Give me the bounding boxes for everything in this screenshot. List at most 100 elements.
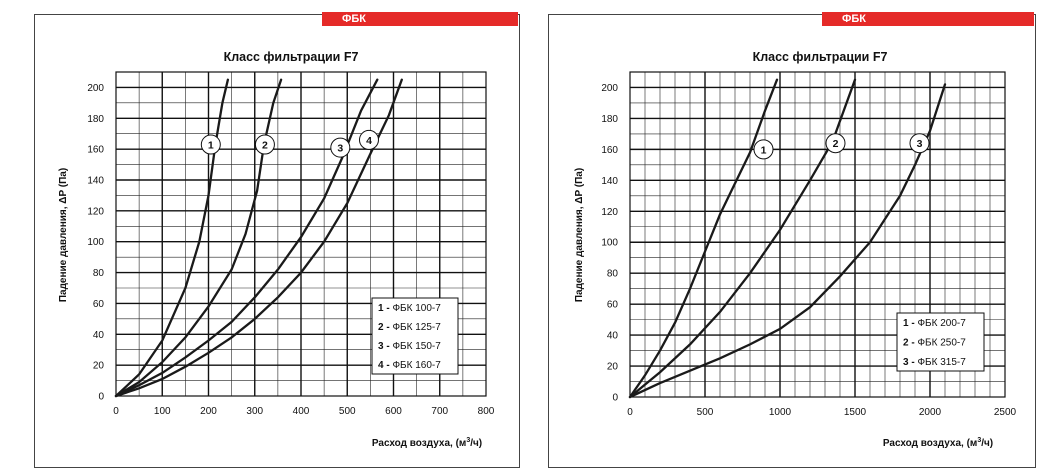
- legend-name: ФБК 250-7: [917, 338, 966, 349]
- x-tick-label: 300: [246, 406, 263, 417]
- badge-label: ФБК: [842, 13, 867, 25]
- x-axis-label: Расход воздуха, (м3/ч): [883, 437, 993, 449]
- x-tick-label: 2000: [919, 407, 942, 418]
- y-tick-label: 180: [601, 114, 618, 125]
- y-tick-label: 100: [87, 237, 104, 248]
- y-tick-label: 60: [93, 299, 105, 310]
- y-tick-label: 0: [612, 393, 618, 404]
- series-line-2: [114, 78, 283, 398]
- legend-name: ФБК 150-7: [392, 341, 441, 352]
- y-tick-label: 40: [93, 330, 105, 341]
- chart-title: Класс фильтрации F7: [753, 50, 888, 64]
- legend-entry: 2 - ФБК 250-7: [903, 338, 966, 349]
- y-tick-label: 180: [87, 114, 104, 125]
- y-tick-label: 80: [93, 268, 105, 279]
- y-tick-label: 200: [601, 83, 618, 94]
- y-tick-label: 20: [93, 361, 105, 372]
- marker-circle: [358, 129, 379, 150]
- legend-entry: 2 - ФБК 125-7: [378, 322, 441, 333]
- legend-number: 2 -: [903, 338, 917, 349]
- legend-name: ФБК 100-7: [392, 303, 441, 314]
- marker-circle: [200, 134, 221, 155]
- y-axis-label: Падение давления, ΔP (Па): [574, 168, 585, 302]
- chart-title: Класс фильтрации F7: [224, 50, 359, 64]
- series-marker-2: 2: [254, 134, 275, 155]
- x-tick-label: 0: [113, 406, 119, 417]
- y-tick-label: 120: [601, 207, 618, 218]
- x-tick-label: 2500: [994, 407, 1017, 418]
- marker-label: 3: [917, 138, 923, 150]
- marker-label: 2: [262, 140, 268, 152]
- marker-circle: [825, 133, 846, 154]
- y-tick-label: 40: [607, 331, 619, 342]
- marker-label: 2: [833, 138, 839, 150]
- product-badge-right: ФБК: [822, 12, 1034, 26]
- series-marker-3: 3: [330, 137, 351, 158]
- marker-label: 1: [208, 140, 214, 152]
- y-tick-label: 0: [98, 392, 104, 403]
- y-tick-label: 120: [87, 206, 104, 217]
- series-marker-2: 2: [825, 133, 846, 154]
- marker-circle: [254, 134, 275, 155]
- series-marker-4: 4: [358, 129, 379, 150]
- legend-entry: 3 - ФБК 150-7: [378, 341, 441, 352]
- legend-entry: 3 - ФБК 315-7: [903, 357, 966, 368]
- y-tick-label: 160: [87, 145, 104, 156]
- legend-entry: 4 - ФБК 160-7: [378, 360, 441, 371]
- x-tick-label: 0: [627, 407, 633, 418]
- y-tick-label: 200: [87, 83, 104, 94]
- marker-label: 4: [366, 135, 372, 147]
- legend-number: 1 -: [903, 318, 917, 329]
- legend-number: 3 -: [378, 341, 392, 352]
- series-marker-1: 1: [200, 134, 221, 155]
- product-badge-left: ФБК: [322, 12, 518, 26]
- y-tick-label: 100: [601, 238, 618, 249]
- x-tick-label: 700: [431, 406, 448, 417]
- y-tick-label: 20: [607, 362, 619, 373]
- legend-number: 4 -: [378, 360, 392, 371]
- legend-entry: 1 - ФБК 200-7: [903, 318, 966, 329]
- series-line-4: [114, 78, 403, 398]
- x-tick-label: 500: [697, 407, 714, 418]
- legend-name: ФБК 200-7: [917, 318, 966, 329]
- legend-name: ФБК 315-7: [917, 357, 966, 368]
- x-tick-label: 400: [293, 406, 310, 417]
- legend-number: 3 -: [903, 357, 917, 368]
- series-marker-3: 3: [909, 133, 930, 154]
- x-tick-label: 1000: [769, 407, 792, 418]
- series-line-2: [628, 78, 857, 399]
- legend-box: [896, 312, 985, 372]
- x-tick-label: 1500: [844, 407, 867, 418]
- marker-circle: [753, 139, 774, 160]
- x-axis-label: Расход воздуха, (м3/ч): [372, 437, 482, 449]
- y-tick-label: 80: [607, 269, 619, 280]
- legend-entry: 1 - ФБК 100-7: [378, 303, 441, 314]
- x-tick-label: 600: [385, 406, 402, 417]
- x-tick-label: 100: [154, 406, 171, 417]
- series-line-1: [114, 78, 230, 398]
- plot-frame: [115, 71, 487, 397]
- chart-panel-right: [548, 14, 1036, 468]
- x-tick-label: 500: [339, 406, 356, 417]
- x-tick-label: 800: [478, 406, 495, 417]
- series-line-3: [628, 83, 947, 399]
- y-axis-label: Падение давления, ΔP (Па): [58, 168, 69, 302]
- y-tick-label: 140: [87, 176, 104, 187]
- marker-label: 1: [761, 144, 767, 156]
- series-marker-1: 1: [753, 139, 774, 160]
- marker-circle: [909, 133, 930, 154]
- y-tick-label: 140: [601, 176, 618, 187]
- marker-label: 3: [337, 143, 343, 155]
- legend-name: ФБК 160-7: [392, 360, 441, 371]
- badge-label: ФБК: [342, 13, 367, 25]
- legend-box: [371, 297, 459, 375]
- y-tick-label: 60: [607, 300, 619, 311]
- legend-number: 1 -: [378, 303, 392, 314]
- plot-frame: [629, 71, 1006, 398]
- x-tick-label: 200: [200, 406, 217, 417]
- legend-name: ФБК 125-7: [392, 322, 441, 333]
- legend-number: 2 -: [378, 322, 392, 333]
- y-tick-label: 160: [601, 145, 618, 156]
